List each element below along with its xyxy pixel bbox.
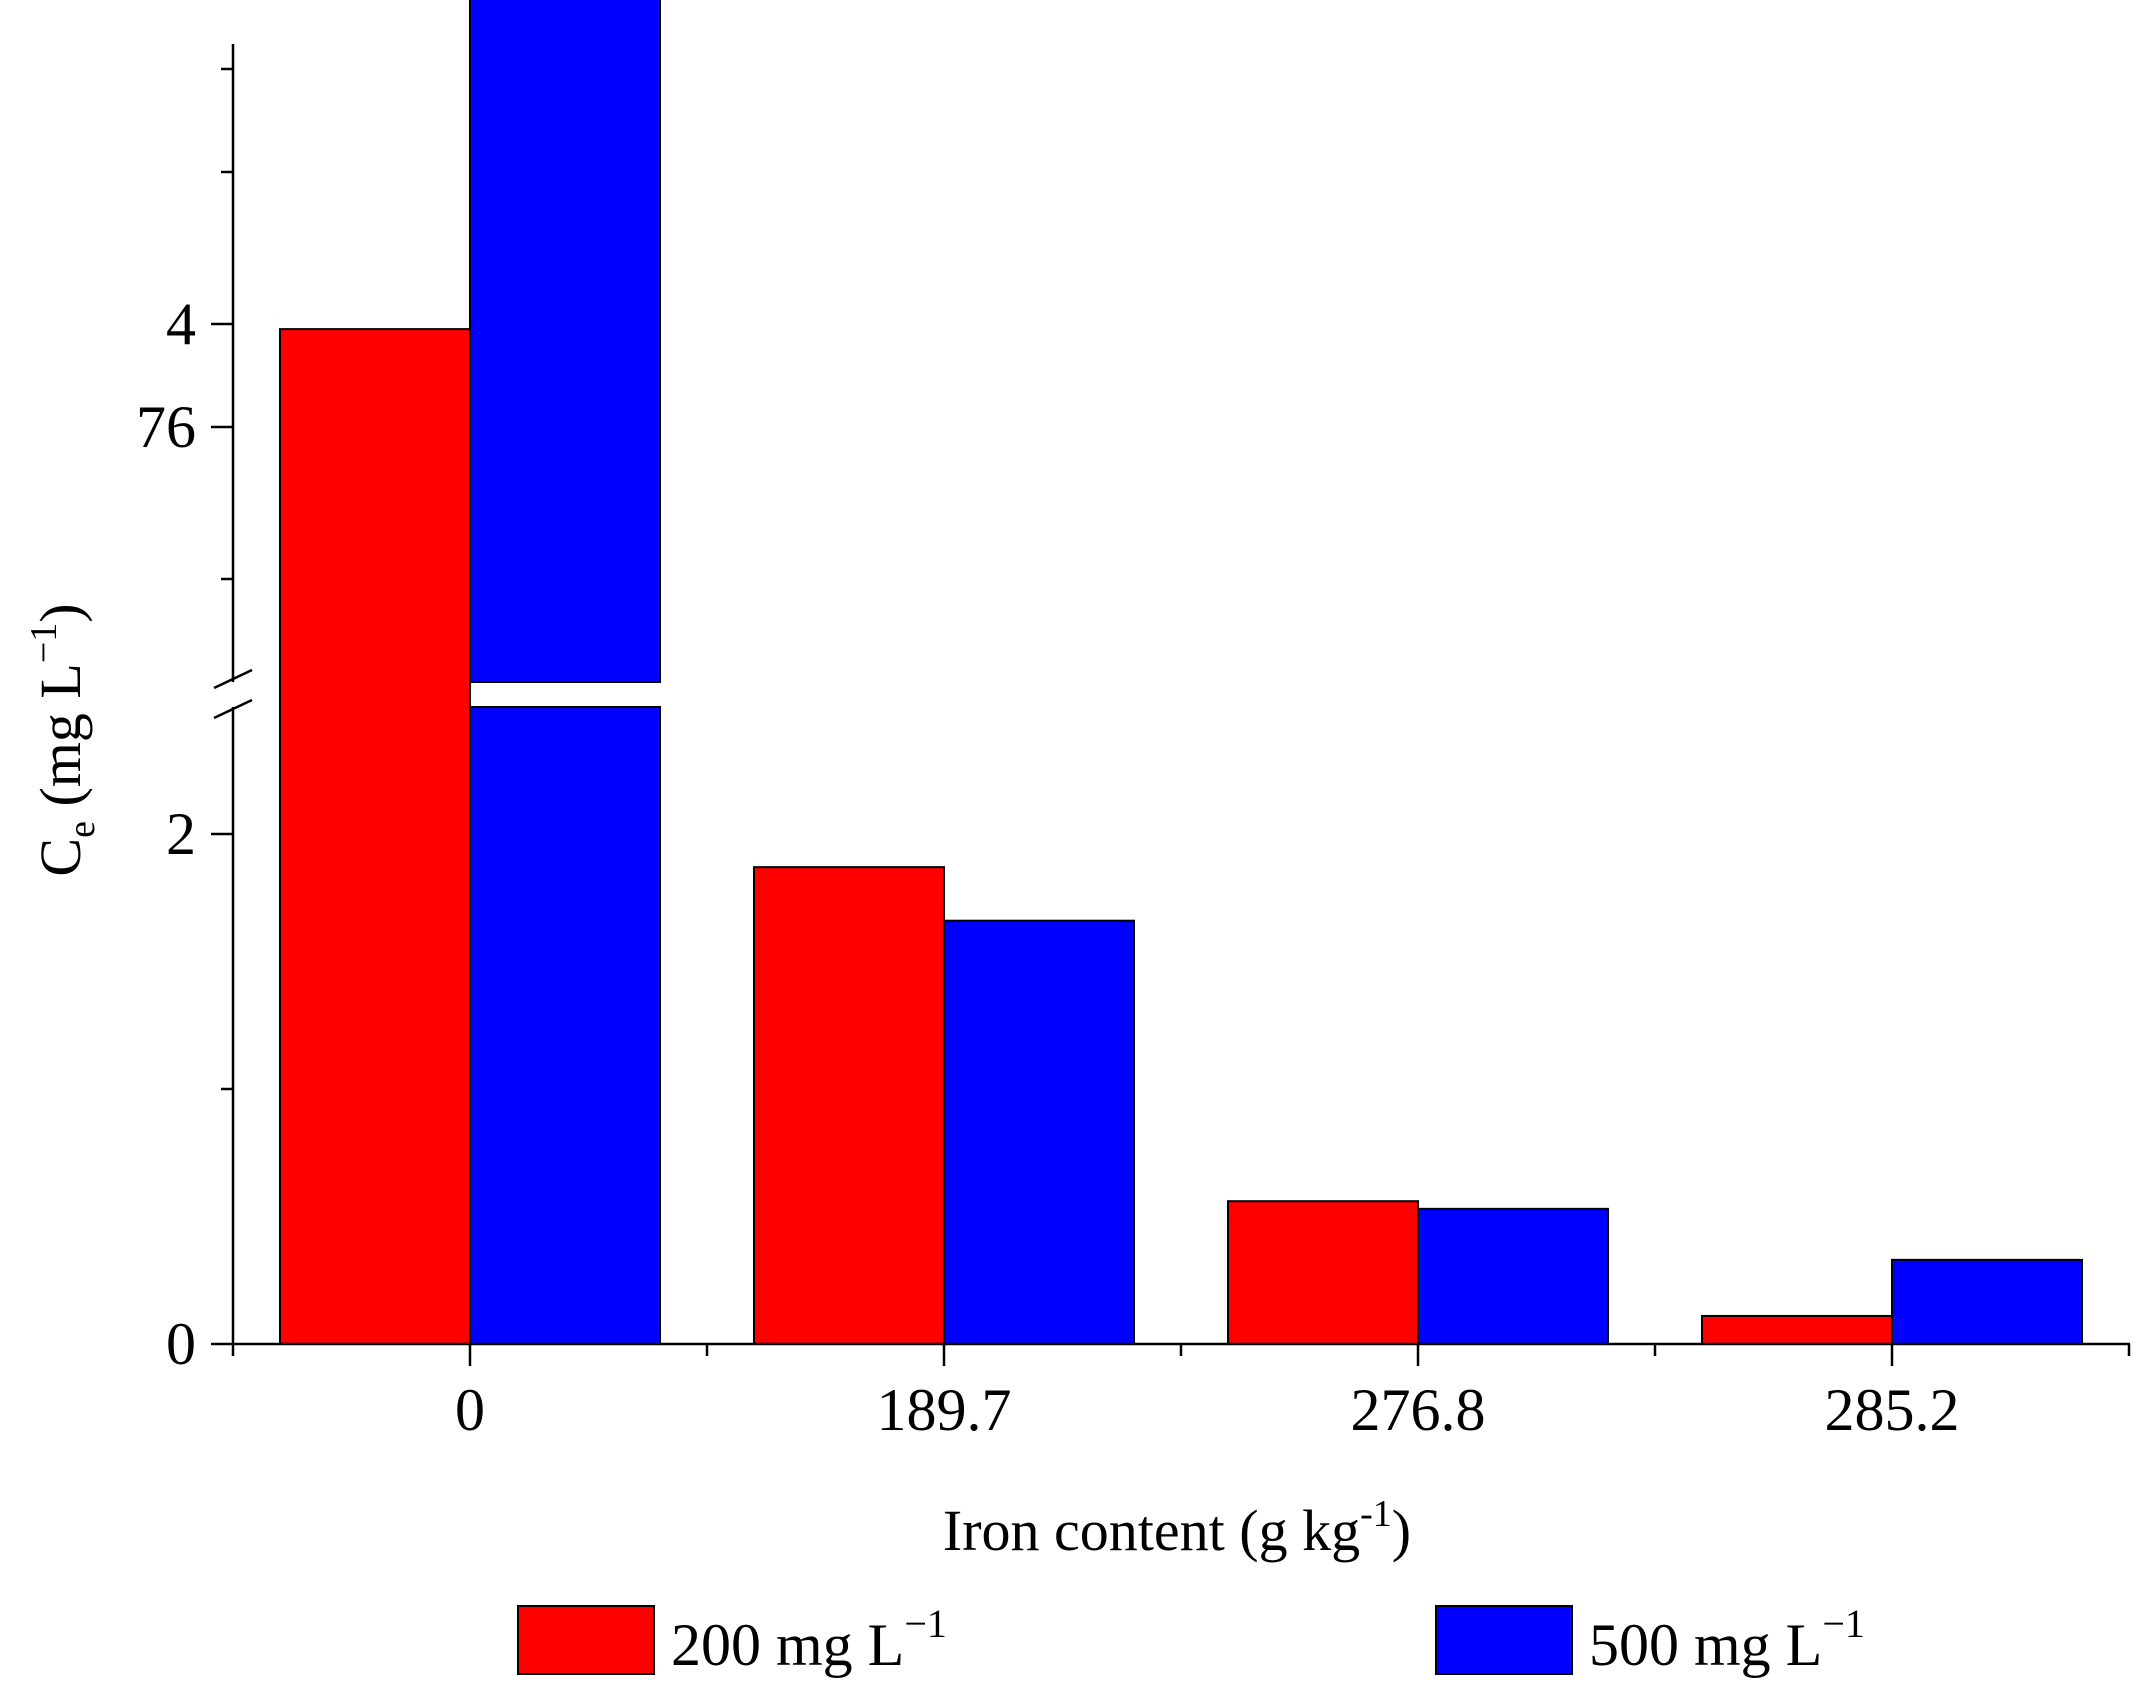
y-tick-label-76: 76 bbox=[136, 394, 196, 460]
bar-1-0-upper bbox=[469, 0, 661, 683]
x-tick-label-3: 285.2 bbox=[1825, 1377, 1960, 1443]
x-tick-label-1: 189.7 bbox=[877, 1377, 1012, 1443]
y-break-mark-top bbox=[213, 668, 253, 690]
y-tick-label-2: 2 bbox=[166, 801, 196, 867]
x-axis-title: Iron content (g kg-1) bbox=[943, 1493, 1411, 1563]
y-tick-label-4: 4 bbox=[166, 291, 196, 357]
bar-0-1 bbox=[753, 866, 945, 1346]
bar-0-2 bbox=[1227, 1200, 1419, 1345]
y-tick-label-0: 0 bbox=[166, 1311, 196, 1377]
legend-swatch-200 bbox=[517, 1605, 655, 1675]
x-tick-label-2: 276.8 bbox=[1351, 1377, 1486, 1443]
legend-swatch-500 bbox=[1435, 1605, 1573, 1675]
y-break-mark-bottom bbox=[213, 698, 253, 720]
bar-1-3 bbox=[1891, 1258, 2083, 1345]
legend: 200 mg L−1 500 mg L−1 bbox=[517, 1601, 1865, 1678]
bar-1-2 bbox=[1417, 1207, 1609, 1345]
bar-1-1 bbox=[943, 919, 1135, 1345]
legend-label-500: 500 mg L−1 bbox=[1589, 1601, 1865, 1678]
bar-1-0-lower bbox=[469, 706, 661, 1345]
x-tick-label-0: 0 bbox=[455, 1377, 485, 1443]
bar-0-0 bbox=[279, 328, 471, 1346]
y-axis-title: Ce (mg L−1) bbox=[23, 603, 103, 876]
bars-group bbox=[279, 0, 2083, 1346]
legend-label-200: 200 mg L−1 bbox=[671, 1601, 947, 1678]
bar-0-3 bbox=[1701, 1314, 1893, 1345]
